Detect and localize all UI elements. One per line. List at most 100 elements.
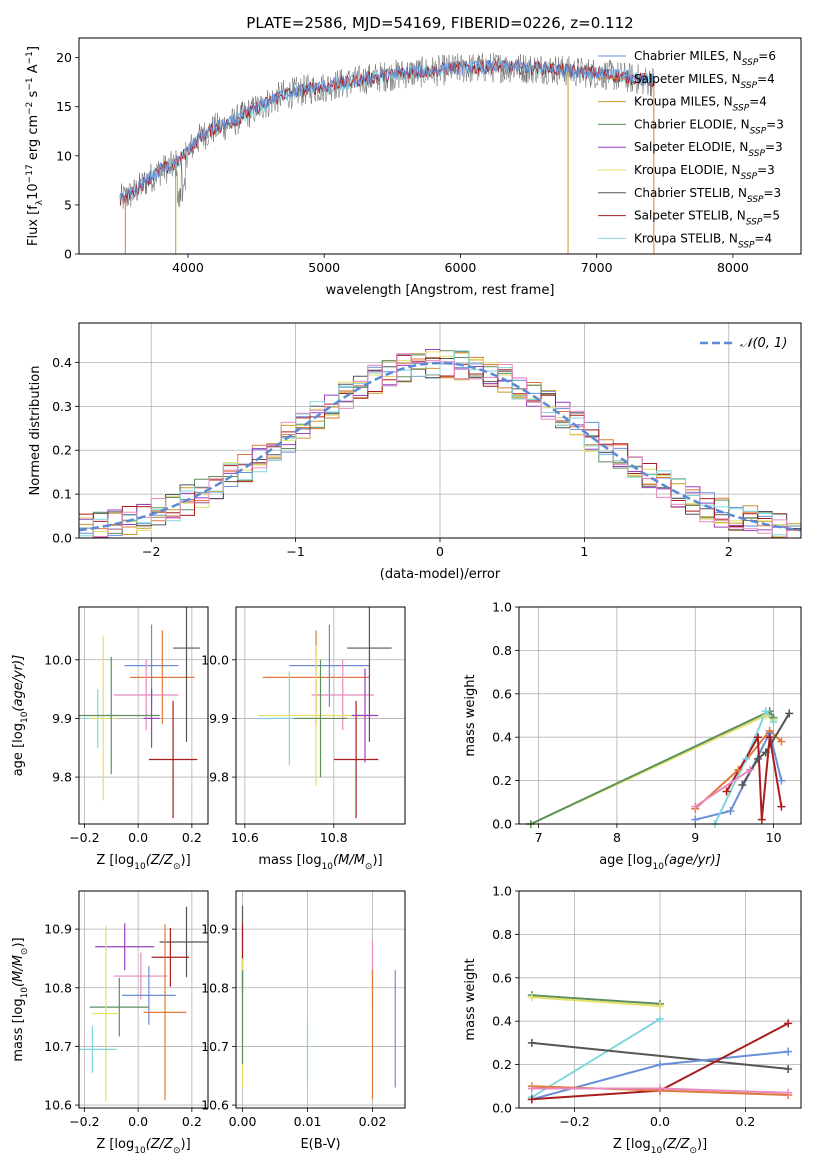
axes-mw_vs_Z: −0.2 0.0 0.2 0.0 0.2 0.4 0.6 0.8 1.0 Z [log10(Z/Z…: [463, 884, 802, 1156]
x-tick-label: 1: [580, 544, 588, 559]
weight-marker: [753, 754, 762, 763]
y-tick-label: 0.2: [492, 1057, 512, 1072]
label-part: E(B-V): [300, 1137, 340, 1152]
label-part: age [log: [599, 853, 652, 868]
label-part: −17: [25, 164, 35, 183]
label-part: Salpeter STELIB, N: [634, 209, 746, 223]
label-part: ⊙: [20, 948, 30, 956]
x-tick-label: 0.2: [182, 1114, 202, 1129]
x-tick-label: −1: [286, 544, 304, 559]
label-part: −1: [25, 51, 35, 64]
label-part: Chabrier STELIB, N: [634, 186, 747, 200]
axes-frame: [235, 890, 406, 1109]
label-part: (Z/Z: [146, 853, 174, 868]
weight-marker: [722, 787, 731, 796]
spectrum-model-line: [119, 58, 654, 203]
label-part: (Z/Z: [662, 1137, 690, 1152]
label-part: SSP: [750, 126, 767, 136]
x-tick-label: 7: [535, 830, 543, 845]
y-tick-label: 10.8: [201, 980, 229, 995]
y-tick-label: 0.4: [52, 355, 72, 370]
axes-frame: [78, 37, 802, 255]
x-tick-label: 0.2: [736, 1114, 756, 1129]
x-tick-label: 0.2: [182, 830, 202, 845]
label-part: −1: [25, 77, 35, 90]
axes-age_vs_mass: 10.6 10.8 9.8 9.9 10.0 mass [log10(M/M⊙)]: [201, 606, 406, 872]
y-tick-label: 10.0: [44, 652, 72, 667]
x-tick-label: 2: [725, 544, 733, 559]
label-part: =4: [749, 95, 767, 109]
label-part: )]: [181, 1137, 191, 1152]
x-tick-label: 8000: [717, 260, 749, 275]
y-axis-label: mass weight: [463, 674, 478, 756]
label-part: ⊙: [689, 1146, 697, 1156]
weight-marker: [784, 1088, 793, 1097]
weight-marker: [656, 1060, 664, 1069]
weight-marker: [742, 754, 751, 763]
y-tick-label: 10: [56, 148, 72, 163]
x-tick-label: 8: [613, 830, 621, 845]
weight-marker: [777, 802, 786, 811]
weight-marker: [656, 1002, 664, 1011]
y-axis-label: mass [log10(M/M⊙)]: [11, 937, 30, 1061]
y-tick-label: 0.8: [492, 927, 512, 942]
axes-frame: [518, 606, 802, 825]
weight-marker: [656, 1084, 664, 1093]
legend-entry: Chabrier STELIB, NSSP=3: [634, 186, 781, 205]
y-tick-label: 10.7: [44, 1039, 72, 1054]
x-tick-label: 6000: [445, 260, 477, 275]
label-part: =3: [757, 163, 775, 177]
axes-spectrum: 4000 5000 6000 7000 8000 0 5 10 15 20 wavelength […: [25, 37, 802, 298]
label-part: =6: [758, 49, 776, 63]
y-tick-label: 10.0: [201, 652, 229, 667]
y-tick-label: 10.9: [201, 922, 229, 937]
x-tick-label: 9: [691, 830, 699, 845]
histogram-step: [79, 353, 801, 538]
label-part: ⊙: [173, 1146, 181, 1156]
x-tick-label: 0.01: [294, 1114, 322, 1129]
y-tick-label: 20: [56, 50, 72, 65]
label-part: )]: [697, 1137, 707, 1152]
label-part: Kroupa ELODIE, N: [634, 163, 741, 177]
y-tick-label: 1.0: [492, 884, 512, 899]
weight-marker: [765, 733, 774, 742]
legend-entry: Salpeter ELODIE, NSSP=3: [634, 140, 783, 159]
y-tick-label: 0: [64, 247, 72, 262]
weight-marker: [527, 1038, 536, 1047]
legend-entry: Salpeter STELIB, NSSP=5: [634, 209, 780, 228]
label-part: =4: [757, 72, 775, 86]
y-tick-label: 0.2: [52, 443, 72, 458]
x-tick-label: 0.00: [229, 1114, 257, 1129]
label-part: =3: [764, 186, 782, 200]
plot-area: [79, 349, 801, 538]
label-part: Z [log: [96, 1137, 134, 1152]
label-part: Z [log: [613, 1137, 651, 1152]
y-axis-label: mass weight: [463, 958, 478, 1040]
y-tick-label: 9.8: [209, 770, 229, 785]
axes-frame: [78, 890, 209, 1109]
x-tick-label: 10.6: [231, 830, 259, 845]
y-tick-label: 0.4: [492, 730, 512, 745]
label-part: 10: [651, 1146, 663, 1156]
label-part: Kroupa STELIB, N: [634, 231, 738, 245]
y-tick-label: 9.9: [209, 711, 229, 726]
weight-marker: [784, 1019, 793, 1028]
figure-title: PLATE=2586, MJD=54169, FIBERID=0226, z=0…: [246, 14, 633, 32]
x-tick-label: −0.2: [559, 1114, 589, 1129]
label-part: (M/M: [11, 955, 26, 987]
weight-marker: [777, 737, 786, 746]
y-axis-label: age [log10(age/yr)]: [11, 655, 30, 777]
legend-entry: 𝒩(0, 1): [740, 336, 787, 351]
x-tick-label: 0.0: [128, 830, 148, 845]
label-part: λ: [35, 199, 45, 205]
x-tick-label: −0.2: [69, 1114, 99, 1129]
y-tick-label: 10.8: [44, 980, 72, 995]
label-part: (Z/Z: [146, 1137, 174, 1152]
label-part: ⊙: [365, 862, 373, 872]
label-part: 10: [322, 862, 334, 872]
label-part: A: [26, 64, 41, 77]
x-axis-label: Z [log10(Z/Z⊙)]: [96, 1137, 190, 1156]
weight-marker: [691, 815, 700, 824]
x-axis-label: wavelength [Angstrom, rest frame]: [326, 283, 555, 298]
